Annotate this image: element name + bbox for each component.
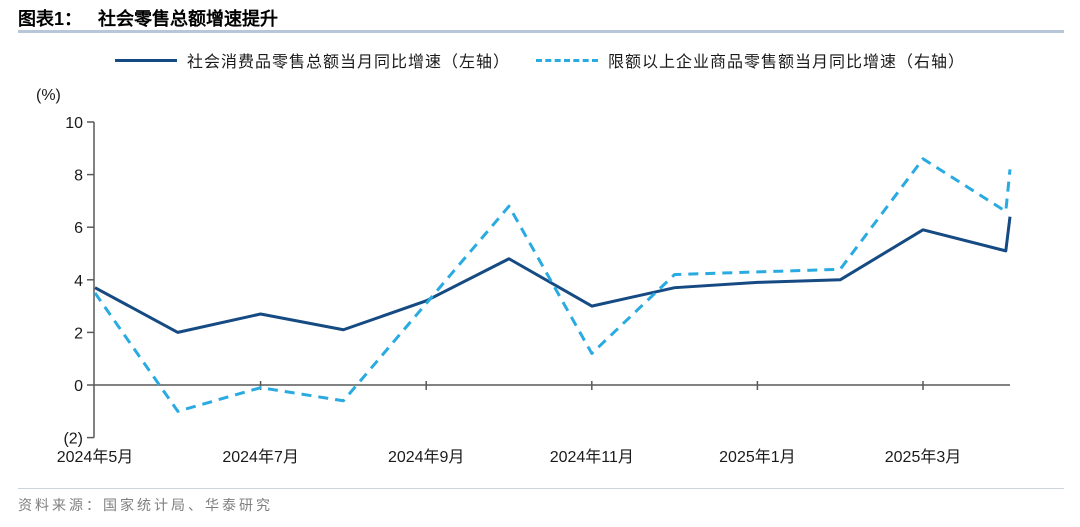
source-note: 资料来源：国家统计局、华泰研究: [18, 497, 273, 513]
x-tick-label: 2024年9月: [388, 448, 465, 466]
chart-title-text: 社会零售总额增速提升: [98, 9, 279, 29]
chart-title-prefix: 图表1：: [18, 9, 83, 29]
y-tick-label: (2): [63, 431, 83, 448]
legend-label-retail-total: 社会消费品零售总额当月同比增速（左轴）: [186, 54, 510, 71]
x-tick-label: 2024年5月: [57, 448, 134, 466]
legend-label-above-limit: 限额以上企业商品零售额当月同比增速（右轴）: [608, 54, 966, 71]
above-limit-yoy-line: [93, 157, 1012, 413]
x-tick-label: 2025年3月: [885, 448, 962, 466]
legend-item-above-limit: 限额以上企业商品零售额当月同比增速（右轴）: [536, 48, 965, 72]
legend-solid-line-swatch: [114, 58, 177, 62]
y-tick-label: 10: [65, 115, 83, 132]
y-tick-label: 6: [74, 220, 83, 237]
legend-dashed-line-swatch: [536, 58, 598, 62]
chart-legend: 社会消费品零售总额当月同比增速（左轴） 限额以上企业商品零售额当月同比增速（右轴…: [0, 48, 1080, 72]
y-tick-label: 0: [74, 378, 83, 395]
y-tick-label: 8: [74, 168, 83, 185]
source-divider: [18, 488, 1064, 489]
x-tick-label: 2024年11月: [550, 448, 634, 466]
y-tick-label: 4: [74, 273, 83, 290]
x-tick-label: 2025年1月: [719, 448, 796, 466]
y-tick-label: 2: [74, 325, 83, 342]
y-axis-unit-label: (%): [36, 87, 61, 104]
title-divider: [18, 30, 1064, 33]
retail-total-yoy-line: [94, 216, 1012, 334]
x-tick-label: 2024年7月: [222, 448, 299, 466]
chart-title: 图表1： 社会零售总额增速提升: [18, 5, 278, 31]
legend-item-retail-total: 社会消费品零售总额当月同比增速（左轴）: [114, 48, 510, 72]
